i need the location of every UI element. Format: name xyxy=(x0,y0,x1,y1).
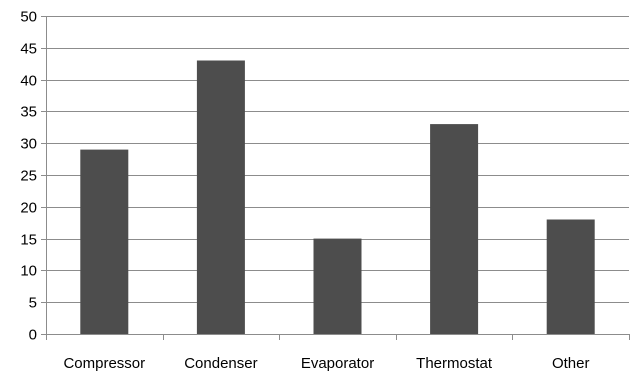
y-tick-label: 5 xyxy=(29,295,37,312)
x-tick-label: Compressor xyxy=(63,355,145,372)
bar-layer xyxy=(80,60,595,334)
bar-other xyxy=(546,219,595,334)
label-layer: 0 5 10 15 20 25 30 35 40 45 50 Compressor Condenser E… xyxy=(20,9,589,373)
y-tick-label: 20 xyxy=(20,200,37,217)
grid-layer xyxy=(46,16,629,303)
bar-thermostat xyxy=(430,124,479,334)
y-tick-label: 0 xyxy=(29,327,37,344)
y-tick-label: 15 xyxy=(20,232,37,249)
x-tick-label: Thermostat xyxy=(416,355,493,372)
x-tick-label: Other xyxy=(552,355,590,372)
y-tick-label: 45 xyxy=(20,41,37,58)
y-tick-label: 40 xyxy=(20,73,37,90)
bar-compressor xyxy=(80,149,129,334)
y-tick-label: 30 xyxy=(20,136,37,153)
y-tick-label: 25 xyxy=(20,168,37,185)
bar-evaporator xyxy=(313,238,362,334)
bar-condenser xyxy=(196,60,245,334)
x-tick-label: Condenser xyxy=(184,355,257,372)
axis-layer xyxy=(41,16,630,340)
y-tick-label: 10 xyxy=(20,263,37,280)
y-tick-label: 35 xyxy=(20,104,37,121)
y-tick-label: 50 xyxy=(20,9,37,26)
x-tick-label: Evaporator xyxy=(301,355,374,372)
